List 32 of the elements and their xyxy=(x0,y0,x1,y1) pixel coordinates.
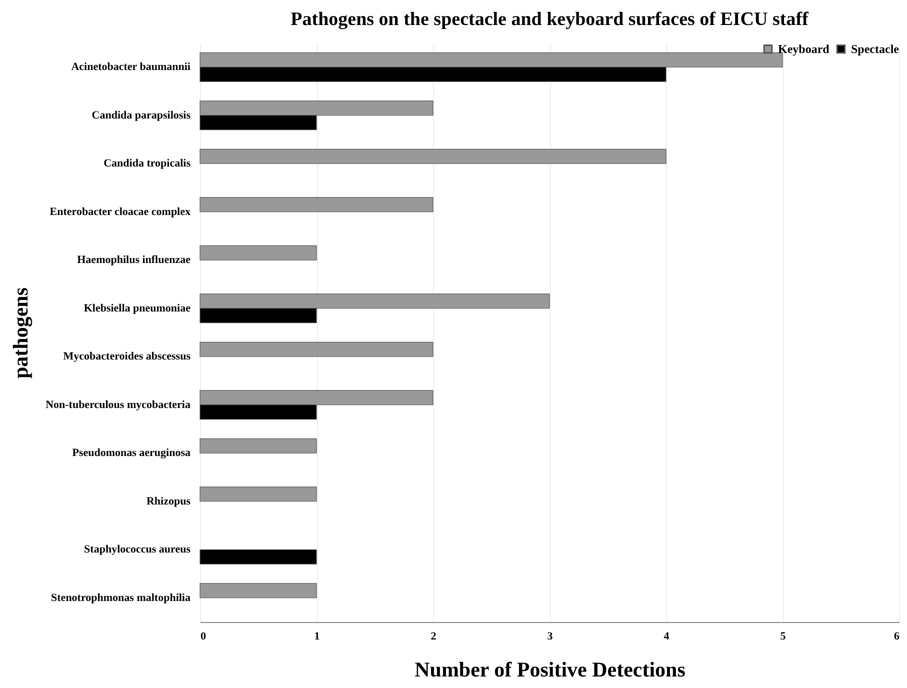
x-tick-label: 3 xyxy=(547,630,554,642)
bar xyxy=(200,245,317,260)
y-tick-label: Klebsiella pneumoniae xyxy=(84,302,191,314)
x-tick-label: 2 xyxy=(430,630,437,642)
bar xyxy=(200,148,666,164)
bar xyxy=(200,438,317,454)
y-tick-label: Enterobacter cloacae complex xyxy=(50,206,191,218)
y-tick-label: Mycobacteroides abscessus xyxy=(63,350,192,363)
y-tick-label: Stenotrophmonas maltophilia xyxy=(51,592,191,604)
y-tick-label: Non-tuberculous mycobacteria xyxy=(46,398,191,411)
y-tick-label: Rhizopus xyxy=(146,495,192,508)
x-tick-label: 1 xyxy=(314,630,320,642)
x-tick-label: 5 xyxy=(780,630,786,642)
bar xyxy=(200,197,434,212)
x-tick-label: 0 xyxy=(200,630,206,642)
y-tick-label: Staphylococcus aureus xyxy=(84,544,192,556)
y-tick-label: Haemophilus influenzae xyxy=(77,254,191,266)
y-tick-label: Pseudomonas aeruginosa xyxy=(72,447,191,460)
x-axis-title: Number of Positive Detections xyxy=(414,658,686,682)
y-tick-label: Acinetobacter baumannii xyxy=(71,61,190,74)
bar xyxy=(200,486,317,502)
bar xyxy=(200,583,317,598)
bar xyxy=(200,342,434,357)
legend-label: Keyboard xyxy=(778,42,830,56)
x-tick-label: 4 xyxy=(664,630,670,642)
y-tick-label: Candida tropicalis xyxy=(104,158,192,170)
bar xyxy=(200,549,317,564)
legend-label: Spectacle xyxy=(851,42,900,56)
x-tick-label: 6 xyxy=(894,630,900,642)
y-axis-title: pathogens xyxy=(8,287,33,379)
chart-title: Pathogens on the spectacle and keyboard surfaces of EICU staff xyxy=(290,9,810,30)
y-tick-label: Candida parapsilosis xyxy=(92,109,192,122)
